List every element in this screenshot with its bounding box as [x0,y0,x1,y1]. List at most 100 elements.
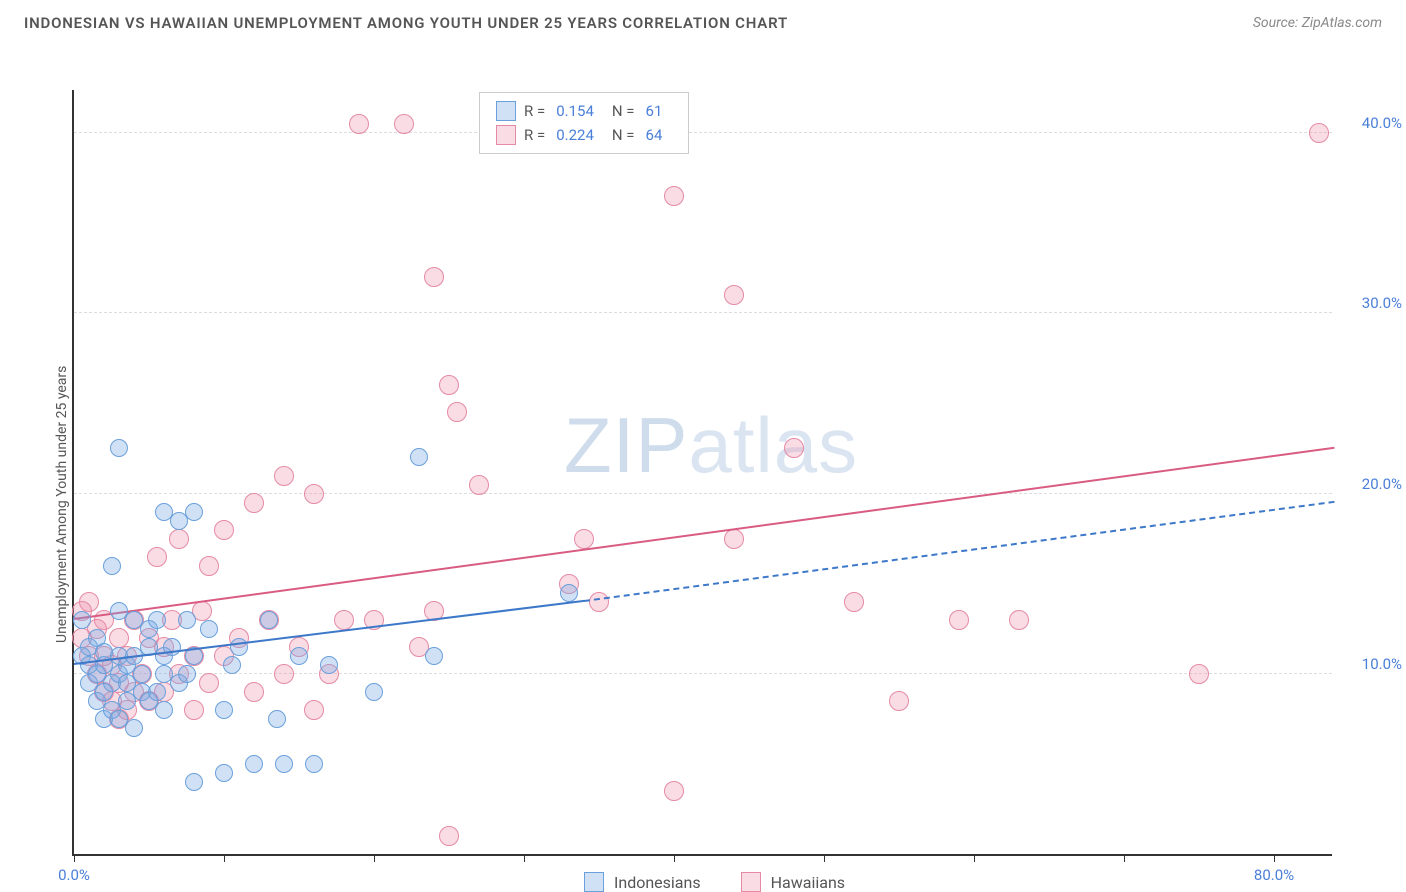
trendline-hawaiians [74,446,1334,619]
data-point-hawaiians [214,520,234,540]
gridline [74,132,1332,133]
y-axis-title: Unemployment Among Youth under 25 years [54,366,70,643]
chart-header: INDONESIAN VS HAWAIIAN UNEMPLOYMENT AMON… [0,0,1406,40]
data-point-hawaiians [274,466,294,486]
legend-row-hawaiians: R = 0.224 N = 64 [496,123,672,147]
swatch-indonesians-icon [584,872,604,892]
data-point-hawaiians [664,781,684,801]
data-point-hawaiians [349,114,369,134]
data-point-hawaiians [724,529,744,549]
chart-source: Source: ZipAtlas.com [1253,15,1382,31]
data-point-hawaiians [424,267,444,287]
plot-region: ZIPatlas 10.0%20.0%30.0%40.0%0.0%80.0% [72,90,1332,856]
data-point-indonesians [290,647,308,665]
data-point-hawaiians [244,493,264,513]
data-point-hawaiians [304,484,324,504]
y-tick-label: 20.0% [1362,475,1402,493]
data-point-indonesians [178,611,196,629]
x-tick [1124,854,1125,862]
x-tick [374,854,375,862]
data-point-indonesians [110,439,128,457]
data-point-hawaiians [184,700,204,720]
x-tick [524,854,525,862]
n-value-indonesians: 61 [646,102,663,120]
gridline [74,673,1332,674]
data-point-hawaiians [109,628,129,648]
data-point-hawaiians [304,700,324,720]
y-tick-label: 10.0% [1362,655,1402,673]
gridline [74,312,1332,313]
data-point-hawaiians [199,673,219,693]
data-point-hawaiians [949,610,969,630]
data-point-hawaiians [274,664,294,684]
legend-item-indonesians: Indonesians [584,872,701,892]
data-point-hawaiians [469,475,489,495]
data-point-hawaiians [844,592,864,612]
x-tick [974,854,975,862]
watermark-text: ZIPatlas [564,400,858,491]
data-point-hawaiians [244,682,264,702]
y-tick-label: 30.0% [1362,294,1402,312]
data-point-indonesians [260,611,278,629]
legend-row-indonesians: R = 0.154 N = 61 [496,99,672,123]
legend-item-hawaiians: Hawaiians [741,872,845,892]
data-point-indonesians [215,701,233,719]
data-point-hawaiians [394,114,414,134]
chart-title: INDONESIAN VS HAWAIIAN UNEMPLOYMENT AMON… [24,14,788,32]
data-point-indonesians [103,557,121,575]
data-point-indonesians [148,683,166,701]
series-legend: Indonesians Hawaiians [584,872,845,892]
x-tick-label: 0.0% [58,866,90,884]
legend-label-indonesians: Indonesians [614,873,701,892]
swatch-indonesians [496,101,516,121]
data-point-hawaiians [199,556,219,576]
data-point-hawaiians [1009,610,1029,630]
data-point-indonesians [178,665,196,683]
data-point-indonesians [560,584,578,602]
data-point-indonesians [365,683,383,701]
trendline-indonesians-extrapolated [584,501,1334,602]
data-point-hawaiians [334,610,354,630]
data-point-indonesians [73,611,91,629]
gridline [74,493,1332,494]
data-point-indonesians [148,611,166,629]
data-point-indonesians [125,719,143,737]
data-point-hawaiians [589,592,609,612]
r-value-indonesians: 0.154 [556,102,594,120]
legend-label-hawaiians: Hawaiians [771,873,845,892]
x-tick [74,854,75,862]
data-point-indonesians [133,665,151,683]
y-tick-label: 40.0% [1362,114,1402,132]
data-point-hawaiians [1309,123,1329,143]
data-point-indonesians [410,448,428,466]
x-tick [1274,854,1275,862]
data-point-indonesians [215,764,233,782]
data-point-hawaiians [147,547,167,567]
data-point-indonesians [185,773,203,791]
data-point-indonesians [245,755,263,773]
x-tick [224,854,225,862]
swatch-hawaiians-icon [741,872,761,892]
data-point-indonesians [223,656,241,674]
data-point-hawaiians [664,186,684,206]
data-point-indonesians [155,701,173,719]
data-point-hawaiians [439,826,459,846]
data-point-hawaiians [574,529,594,549]
data-point-hawaiians [447,402,467,422]
data-point-indonesians [425,647,443,665]
x-tick [824,854,825,862]
data-point-indonesians [230,638,248,656]
data-point-indonesians [305,755,323,773]
r-value-hawaiians: 0.224 [556,126,594,144]
swatch-hawaiians [496,125,516,145]
x-tick [674,854,675,862]
data-point-hawaiians [724,285,744,305]
data-point-hawaiians [169,529,189,549]
data-point-indonesians [275,755,293,773]
data-point-indonesians [268,710,286,728]
n-value-hawaiians: 64 [646,126,663,144]
data-point-hawaiians [79,592,99,612]
data-point-hawaiians [439,375,459,395]
data-point-hawaiians [784,438,804,458]
x-tick-label: 80.0% [1254,866,1294,884]
